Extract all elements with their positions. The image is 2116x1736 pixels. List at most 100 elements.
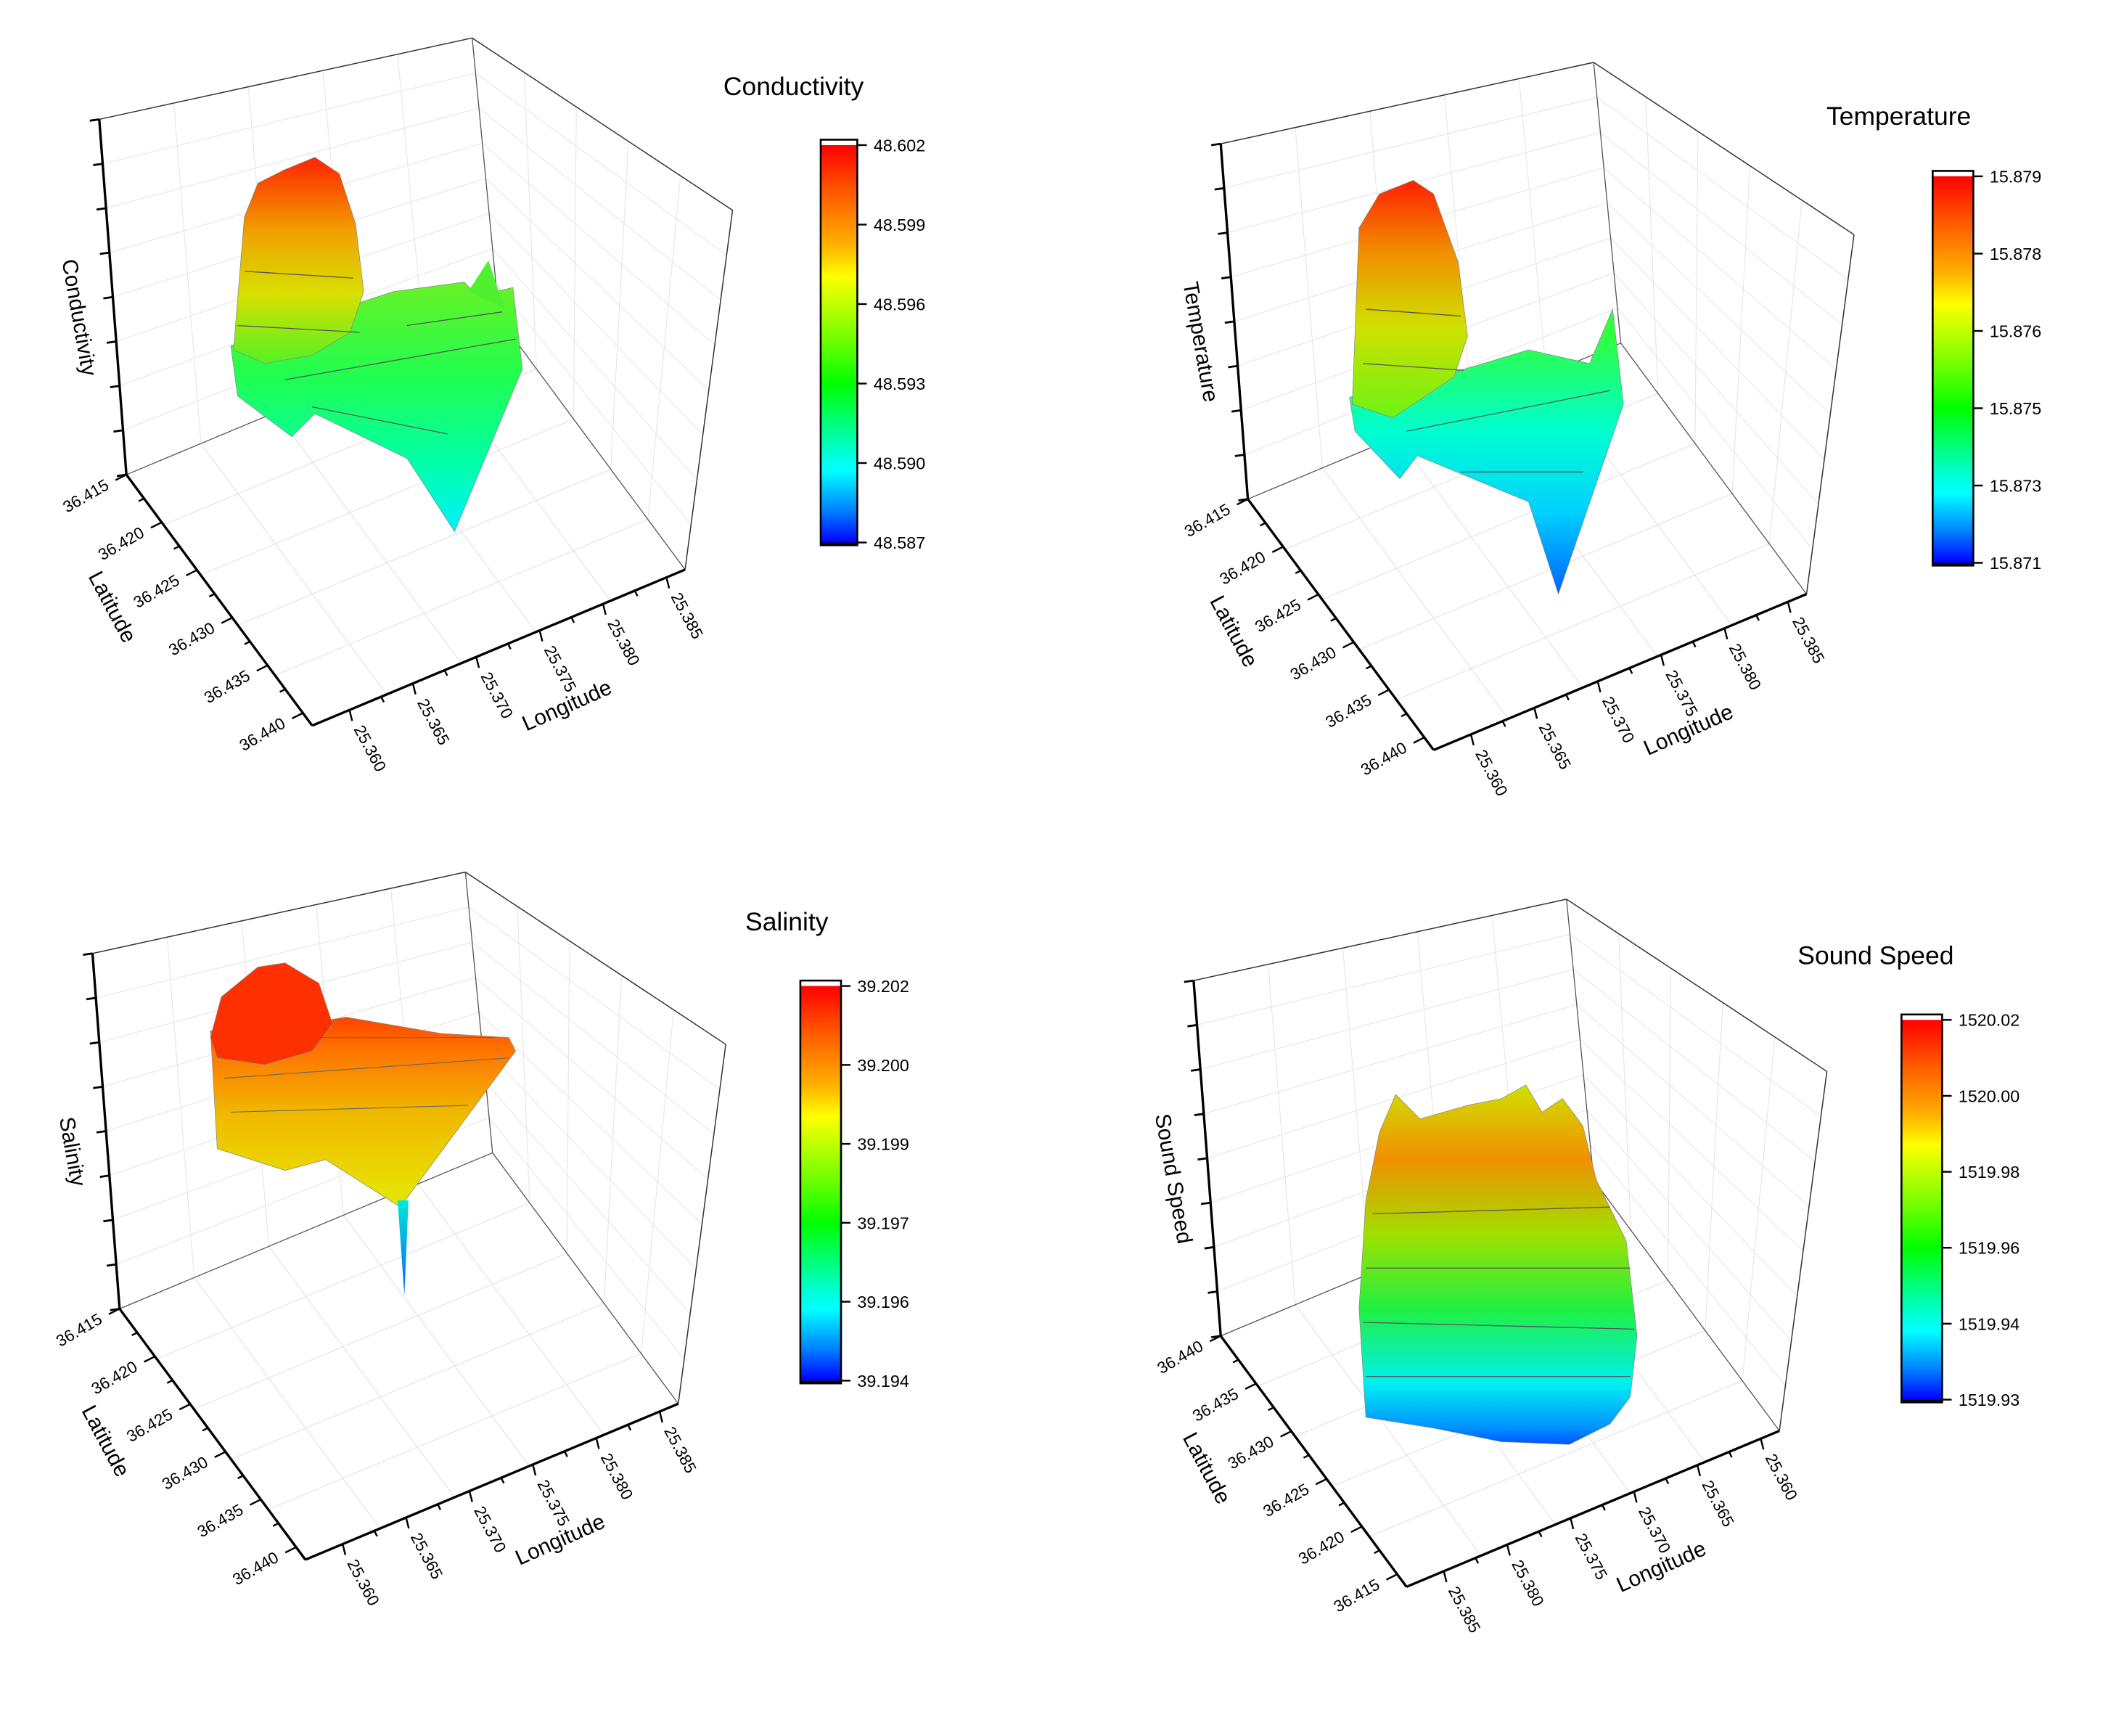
z-tick: [1204, 1245, 1215, 1250]
floor-gridline: [231, 1303, 604, 1460]
z-tick: [1228, 364, 1238, 369]
longitude-tick: [633, 590, 639, 597]
colorbar-tick-label: 39.202: [857, 977, 909, 996]
latitude-axis-label: Latitude: [83, 568, 141, 647]
latitude-tick: [249, 1499, 261, 1506]
box-edge: [99, 37, 472, 120]
latitude-tick: [291, 712, 303, 720]
box-edge: [1593, 1179, 1780, 1431]
latitude-tick-label: 36.420: [95, 523, 147, 564]
latitude-tick: [1209, 1335, 1221, 1343]
colorbar-bottom-cap: [1932, 562, 1974, 566]
box-edge: [472, 37, 733, 211]
wall-gridline: [105, 107, 480, 209]
longitude-tick-label: 25.375: [541, 642, 580, 695]
z-tick: [1197, 1157, 1207, 1161]
latitude-tick: [1271, 546, 1284, 553]
colorbar-tick-label: 39.199: [857, 1135, 909, 1154]
wall-gridline: [472, 941, 715, 1135]
wall-gridline: [478, 1012, 702, 1224]
wall-gridline: [1607, 202, 1831, 415]
colorbar-tick-label: 1519.93: [1959, 1391, 2019, 1409]
latitude-axis-label: Latitude: [1178, 1428, 1235, 1507]
floor-gridline: [1359, 493, 1733, 650]
temperature-panel: 36.415 36.420 36.425 36.430 36.435 36.440 25.3…: [1178, 62, 2041, 799]
longitude-tick-label: 25.370: [1635, 1504, 1674, 1556]
colorbar-top-cap: [1932, 171, 1974, 176]
floor-gridline: [1295, 1304, 1482, 1556]
longitude-tick: [1723, 628, 1729, 640]
latitude-tick: [1350, 1526, 1363, 1534]
wall-gridline: [1572, 969, 1816, 1162]
box-edge: [1193, 898, 1567, 981]
z-tick: [93, 1085, 103, 1089]
box-edge: [1566, 898, 1594, 1180]
colorbar-tick-label: 39.200: [857, 1056, 909, 1075]
latitude-axis-label: Latitude: [77, 1401, 134, 1481]
latitude-tick: [1338, 1502, 1345, 1507]
wall-gridline: [1583, 1074, 1798, 1297]
colorbar-gradient: [800, 986, 841, 1381]
z-axis: [98, 119, 128, 475]
latitude-tick-label: 36.440: [1358, 738, 1410, 779]
box-edge: [464, 872, 493, 1153]
wall-gridline: [482, 1047, 697, 1269]
latitude-tick-label: 36.420: [89, 1357, 141, 1398]
longitude-tick: [602, 603, 607, 615]
longitude-tick: [373, 1530, 378, 1537]
wall-gridline: [1570, 933, 1821, 1117]
wall-gridline: [1610, 237, 1825, 460]
floor-gridline: [417, 1184, 604, 1436]
z-tick: [93, 163, 103, 166]
longitude-tick-label: 25.360: [1472, 747, 1511, 799]
colorbar-tick-label: 1520.00: [1959, 1086, 2019, 1105]
chart-title: Conductivity: [723, 72, 864, 101]
colorbar-tick-label: 48.602: [874, 136, 925, 155]
colorbar-tick-label: 15.879: [1990, 167, 2041, 186]
colorbar-bottom-cap: [1901, 1399, 1943, 1403]
chart-title: Sound Speed: [1797, 941, 1953, 970]
colorbar-tick-label: 15.873: [1990, 476, 2041, 495]
latitude-tick-label: 36.430: [159, 1453, 211, 1494]
colorbar-tick-label: 39.196: [857, 1293, 909, 1311]
colorbar-tick-label: 48.590: [874, 454, 925, 472]
z-axis-label: Salinity: [54, 1115, 90, 1188]
floor-gridline: [1396, 436, 1583, 688]
z-tick: [106, 1263, 117, 1267]
longitude-tick: [507, 643, 512, 650]
surface: [1349, 180, 1624, 595]
longitude-tick: [500, 1477, 505, 1484]
wall-gridline: [492, 248, 697, 480]
longitude-tick: [1596, 681, 1602, 693]
surface: [210, 962, 516, 1295]
z-axis-label: Conductivity: [57, 257, 101, 377]
longitude-tick-label: 25.360: [343, 1556, 382, 1608]
longitude-tick-label: 25.380: [604, 616, 643, 668]
floor-gridline: [1321, 443, 1696, 600]
box-edge: [1566, 898, 1827, 1072]
latitude-tick-label: 36.425: [1260, 1480, 1312, 1520]
longitude-tick: [658, 1411, 663, 1423]
floor-gridline: [200, 418, 574, 576]
longitude-tick: [1755, 614, 1760, 621]
wall-gridline: [1197, 933, 1570, 1025]
longitude-tick: [342, 1544, 347, 1555]
box-edge: [464, 871, 726, 1045]
longitude-tick: [405, 1517, 410, 1529]
latitude-tick-label: 36.440: [229, 1548, 282, 1589]
floor-gridline: [200, 443, 387, 695]
z-tick: [1200, 1201, 1211, 1205]
colorbar-tick-label: 48.587: [874, 533, 925, 552]
colorbar-gradient: [1932, 176, 1974, 563]
z-tick: [1221, 276, 1231, 279]
z-tick: [99, 251, 110, 255]
longitude-tick: [411, 683, 417, 695]
wall-gridline: [475, 977, 708, 1180]
longitude-tick: [1665, 1478, 1670, 1485]
longitude-tick-label: 25.365: [407, 1530, 446, 1582]
latitude-tick-label: 36.415: [53, 1310, 105, 1351]
longitude-tick: [532, 1464, 537, 1476]
wall-gridline: [478, 107, 721, 300]
floor-gridline: [1369, 1380, 1743, 1537]
longitude-tick: [1570, 1518, 1575, 1530]
